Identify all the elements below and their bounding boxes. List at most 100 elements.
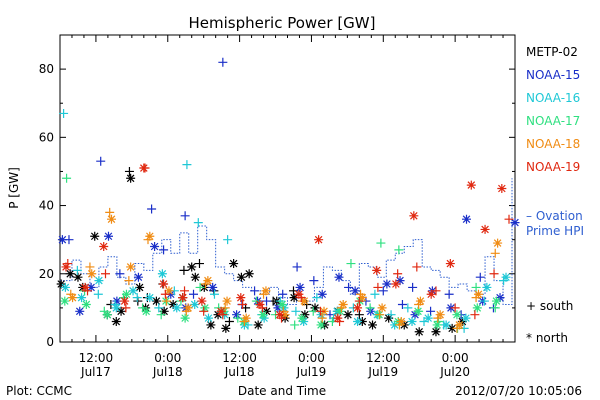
legend-entry-noaa-18: NOAA-18 xyxy=(526,137,580,151)
data-point xyxy=(501,272,511,282)
data-point xyxy=(397,299,407,309)
data-point xyxy=(68,293,78,303)
data-point xyxy=(182,160,192,170)
data-point xyxy=(470,310,480,320)
data-point xyxy=(431,286,441,296)
data-point xyxy=(462,214,472,224)
data-point xyxy=(378,286,388,296)
data-point xyxy=(154,303,164,313)
data-point xyxy=(141,306,151,316)
data-point xyxy=(413,306,423,316)
series-noaa-15-south xyxy=(64,57,498,320)
data-point xyxy=(187,262,197,272)
data-point xyxy=(180,313,190,323)
data-point xyxy=(135,282,145,292)
data-point xyxy=(317,313,327,323)
data-point xyxy=(61,262,71,272)
legend-entry-noaa-15: NOAA-15 xyxy=(526,68,580,82)
data-point xyxy=(445,259,455,269)
data-point xyxy=(147,204,157,214)
data-point xyxy=(126,173,136,183)
data-point xyxy=(203,276,213,286)
data-point xyxy=(241,313,251,323)
data-point xyxy=(199,306,209,316)
data-point xyxy=(377,303,387,313)
y-tick-label: 0 xyxy=(46,335,54,349)
data-point xyxy=(103,231,113,241)
data-point xyxy=(121,289,131,299)
data-point xyxy=(179,265,189,275)
legend-entry-metp-02: METP-02 xyxy=(526,45,578,59)
data-point xyxy=(291,306,301,316)
data-point xyxy=(435,310,445,320)
data-point xyxy=(391,279,401,289)
data-point xyxy=(151,296,161,306)
x-tick-label-time: 12:00 xyxy=(79,351,114,365)
data-point xyxy=(372,265,382,275)
data-point xyxy=(145,231,155,241)
data-point xyxy=(150,241,160,251)
data-point xyxy=(218,57,228,67)
data-point xyxy=(101,269,110,279)
data-point xyxy=(238,299,248,309)
x-tick-label-date: Jul19 xyxy=(296,365,327,379)
data-point xyxy=(258,310,268,320)
data-point xyxy=(160,289,170,299)
data-point xyxy=(162,296,172,306)
data-point xyxy=(208,282,218,292)
data-point xyxy=(57,235,67,245)
data-point xyxy=(353,303,363,313)
data-point xyxy=(375,310,385,320)
data-point xyxy=(60,296,70,306)
legend-south-marker: + south xyxy=(526,299,573,313)
y-tick-label: 60 xyxy=(39,130,54,144)
series-noaa-18-south xyxy=(66,207,500,333)
data-point xyxy=(159,279,169,289)
data-point xyxy=(365,303,375,313)
data-point xyxy=(403,303,413,313)
data-point xyxy=(124,276,134,286)
data-point xyxy=(309,276,319,286)
data-point xyxy=(229,259,239,269)
data-point xyxy=(259,313,269,323)
data-point xyxy=(368,320,378,330)
data-point xyxy=(475,272,485,282)
series-noaa-19-north xyxy=(61,163,507,323)
data-point xyxy=(172,303,182,313)
data-point xyxy=(244,269,254,279)
data-point xyxy=(262,306,272,316)
data-point xyxy=(232,310,242,320)
data-point xyxy=(189,289,199,299)
y-tick-label: 20 xyxy=(39,267,54,281)
data-point xyxy=(473,289,483,299)
data-point xyxy=(223,235,233,245)
data-point xyxy=(85,262,95,272)
data-point xyxy=(190,272,200,282)
data-point xyxy=(310,303,320,313)
legend-north-marker: * north xyxy=(526,331,568,345)
data-point xyxy=(432,320,442,330)
data-point xyxy=(353,317,363,327)
data-point xyxy=(96,156,106,166)
series-noaa-18-north xyxy=(68,214,503,330)
plot-area: 02040608012:00Jul170:00Jul1812:00Jul180:… xyxy=(39,34,520,379)
data-point xyxy=(166,289,176,299)
data-point xyxy=(373,282,383,292)
data-point xyxy=(180,286,190,296)
data-point xyxy=(394,245,404,255)
data-point xyxy=(431,327,441,337)
data-point xyxy=(312,293,322,303)
data-point xyxy=(262,296,272,306)
data-point xyxy=(60,282,70,292)
data-point xyxy=(164,286,174,296)
data-point xyxy=(77,293,87,303)
data-point xyxy=(346,259,356,269)
data-point xyxy=(444,289,454,299)
data-point xyxy=(454,320,464,330)
data-point xyxy=(86,282,96,292)
data-point xyxy=(315,306,325,316)
data-point xyxy=(72,265,82,275)
x-tick-label-date: Jul19 xyxy=(367,365,398,379)
data-point xyxy=(59,108,69,118)
data-point xyxy=(200,303,210,313)
